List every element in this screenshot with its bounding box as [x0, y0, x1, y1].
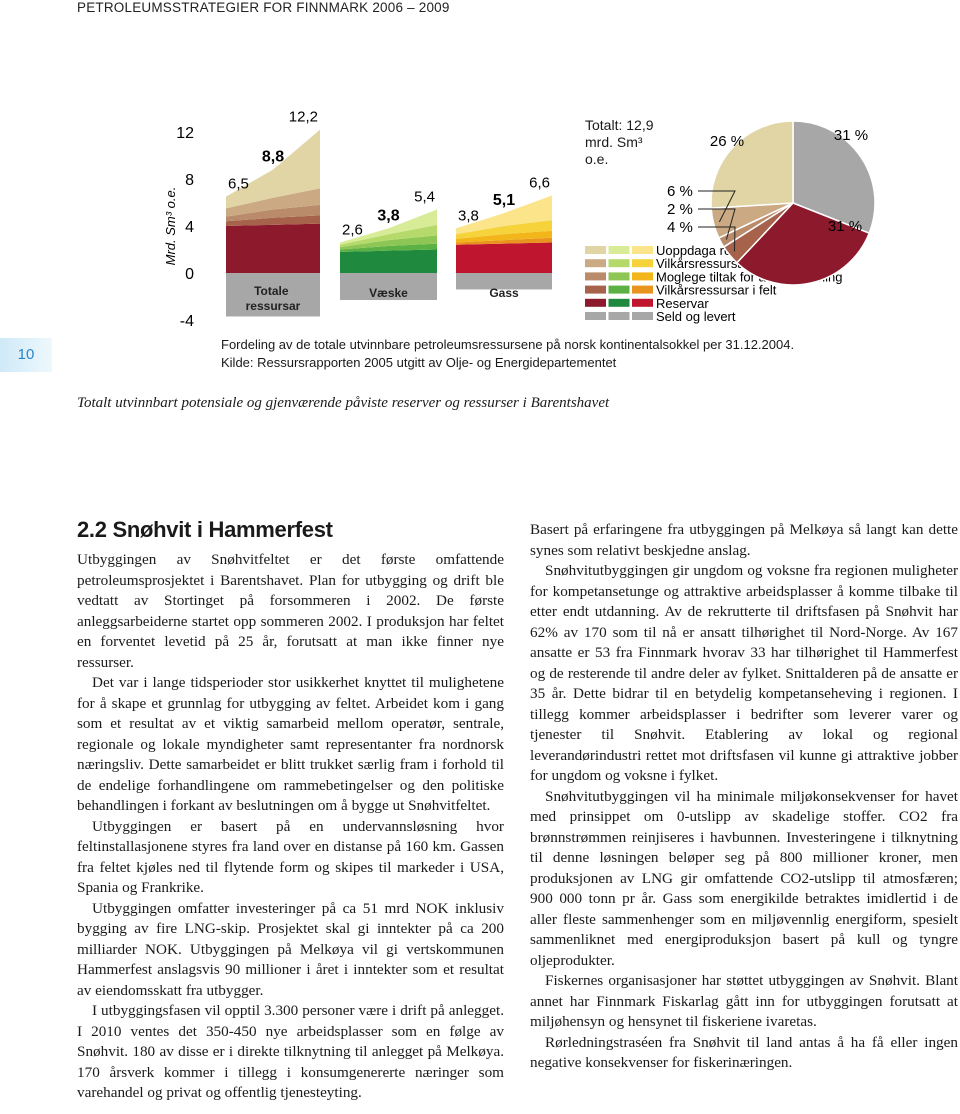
value-label: 3,8: [458, 207, 479, 224]
value-label: 3,8: [377, 207, 399, 224]
pie-slice: [735, 202, 871, 286]
group-label: Totale ressursar: [246, 284, 301, 313]
value-label: 6,6: [529, 174, 550, 191]
group-label: Gass: [489, 286, 519, 300]
left-column: Utbyggingen av Snøhvitfeltet er det førs…: [77, 550, 504, 1104]
legend-swatch: [608, 285, 630, 294]
y-tick-label: 0: [185, 266, 194, 283]
area-layer: [340, 249, 437, 273]
legend-swatch: [608, 272, 630, 281]
value-label: 12,2: [289, 109, 318, 126]
legend-label: Seld og levert: [656, 309, 736, 324]
sold-block: [226, 273, 320, 317]
value-label: 2,6: [342, 221, 363, 238]
legend-swatch: [585, 298, 606, 307]
paragraph: Det var i lange tidsperioder stor usikke…: [77, 674, 504, 814]
y-tick-label: 8: [185, 172, 194, 189]
legend-swatch: [632, 285, 653, 294]
leader-line: [698, 208, 736, 240]
value-label: 5,4: [414, 189, 435, 206]
y-tick-label: 4: [185, 219, 194, 236]
pie-label: 6 %: [667, 183, 693, 200]
paragraph: Snøhvitutbyggingen vil ha minimale miljø…: [530, 787, 958, 969]
total-label: Totalt: 12,9 mrd. Sm³ o.e.: [585, 117, 654, 167]
area-layer: [456, 237, 552, 245]
area-layer: [456, 242, 552, 273]
legend-swatch: [585, 259, 606, 268]
area-layer: [456, 195, 552, 235]
legend-swatch: [608, 259, 630, 268]
y-axis-label: Mrd. Sm³ o.e.: [163, 187, 178, 266]
sold-block: [456, 273, 552, 290]
legend-swatch: [608, 312, 630, 320]
paragraph: Snøhvitutbyggingen gir ungdom og voksne …: [530, 562, 958, 784]
legend-swatch: [632, 298, 653, 307]
legend-swatch: [632, 272, 653, 281]
right-column: Basert på erfaringene fra utbyggingen på…: [530, 520, 958, 1074]
group-label: Væske: [369, 286, 408, 300]
legend-swatch: [608, 246, 630, 254]
value-label: 8,8: [262, 149, 284, 166]
paragraph: Rørledningstraséen fra Snøhvit til land …: [530, 1033, 958, 1072]
legend-swatch: [632, 312, 653, 320]
area-layer: [456, 220, 552, 239]
area-layer: [226, 129, 320, 209]
area-layer: [226, 223, 320, 273]
y-tick-label: -4: [180, 313, 194, 330]
area-layer: [226, 188, 320, 217]
paragraph: Utbyggingen omfatter investeringer på ca…: [77, 899, 504, 999]
pie-slice: [710, 120, 794, 209]
value-label: 5,1: [493, 192, 515, 209]
figure: Mrd. Sm³ o.e. 12 8 4 0 -4 Totale ressursar 6,5 8…: [163, 109, 876, 330]
legend-swatch: [585, 272, 606, 281]
legend-label: Vilkårsressursar i felt: [656, 283, 777, 298]
caption-line: Fordeling av de totale utvinnbare petrol…: [221, 337, 795, 352]
area-layer: [340, 224, 437, 248]
area-layer: [226, 215, 320, 226]
caption-line: Kilde: Ressursrapporten 2005 utgitt av O…: [221, 355, 617, 370]
paragraph: I utbyggingsfasen vil opptil 3.300 perso…: [77, 1002, 504, 1101]
legend-label: Reservar: [656, 296, 709, 311]
figure-title: Totalt utvinnbart potensiale og gjenvære…: [77, 395, 610, 411]
pie-label: 4 %: [667, 219, 693, 236]
y-tick-label: 12: [176, 125, 194, 142]
pie-label: 2 %: [667, 201, 693, 218]
value-label: 6,5: [228, 176, 249, 193]
area-layer: [340, 235, 437, 250]
legend-swatch: [585, 285, 606, 294]
legend-swatch: [608, 298, 630, 307]
paragraph: Utbyggingen av Snøhvitfeltet er det førs…: [77, 551, 504, 671]
leader-line: [698, 190, 736, 223]
legend-swatch: [585, 312, 606, 320]
running-header: PETROLEUMSSTRATEGIER FOR FINNMARK 2006 –…: [77, 0, 450, 15]
legend-swatch: [632, 259, 653, 268]
pie-slice: [792, 120, 876, 235]
sold-block: [340, 273, 437, 301]
area-layer: [340, 209, 437, 245]
paragraph: Fiskernes organisasjoner har støttet utb…: [530, 972, 958, 1030]
area-layer: [340, 243, 437, 252]
page-number: 10: [0, 338, 52, 372]
area-layer: [456, 230, 552, 243]
pie-label: 26 %: [710, 133, 744, 150]
area-layer: [226, 204, 320, 222]
leader-line: [698, 226, 736, 252]
legend-swatch: [585, 246, 606, 254]
legend-swatch: [632, 246, 653, 254]
pie-label: 31 %: [828, 218, 862, 235]
paragraph: Utbyggingen er basert på en undervannslø…: [77, 817, 504, 897]
paragraph: Basert på erfaringene fra utbyggingen på…: [530, 521, 958, 559]
pie-label: 31 %: [834, 127, 868, 144]
section-heading: 2.2 Snøhvit i Hammerfest: [77, 517, 333, 542]
